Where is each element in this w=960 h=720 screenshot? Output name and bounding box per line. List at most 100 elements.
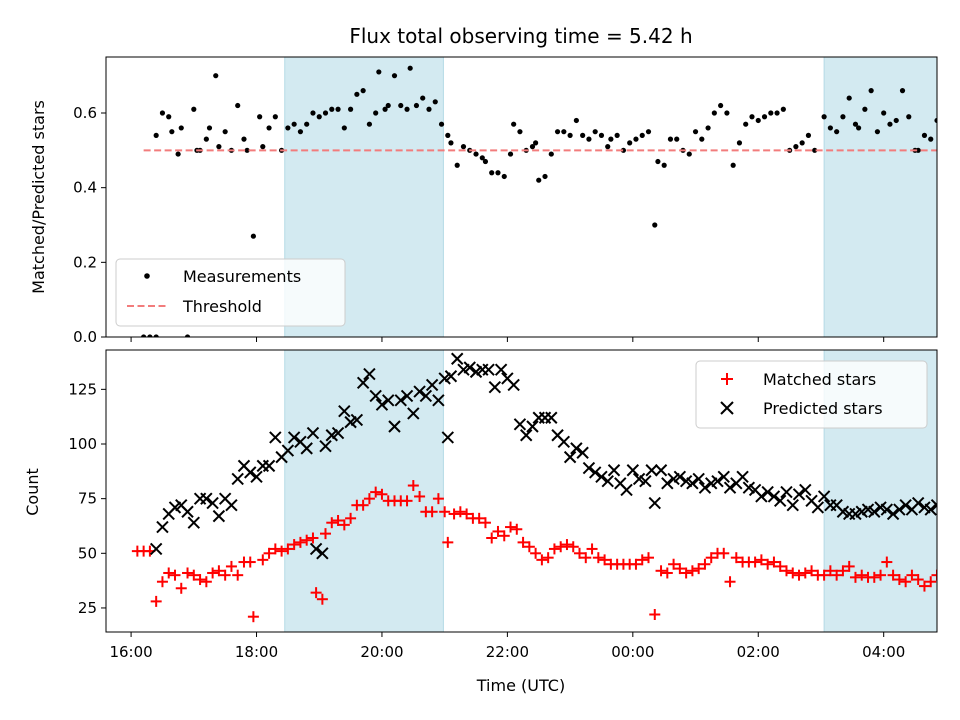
matched-stars-point-50 [439,506,451,518]
measurements-point-122 [846,95,852,101]
predicted-stars-point-42 [407,407,420,420]
predicted-stars-point-68 [563,450,577,464]
bottom-plot-marks [131,352,937,623]
measurements-point-81 [592,129,598,135]
bottom-observing-window-0 [284,350,444,632]
top-y-tick-label-3: 0.6 [73,104,97,122]
matched-stars-point-18 [244,556,256,568]
measurements-point-84 [608,136,614,142]
predicted-stars-point-0 [149,542,163,556]
matched-stars-point-62 [511,523,523,535]
measurements-point-71 [533,140,539,146]
matched-stars-point-14 [219,569,231,581]
matched-stars-point-52 [448,508,460,520]
matched-stars-point-15 [225,560,237,572]
measurements-point-137 [934,117,937,124]
measurements-point-119 [827,125,833,131]
matched-stars-point-37 [357,499,369,511]
bottom-panel: 25 50 75 100 125 16:00 18:00 20:00 22:00 00:00 02… [23,349,938,695]
predicted-stars-point-27 [316,547,329,560]
matched-stars-point-33 [332,515,344,527]
matched-stars-point-65 [530,547,542,559]
measurements-point-44 [382,106,388,112]
matched-stars-point-11 [200,576,212,588]
top-axes-frame [105,56,938,338]
predicted-stars-point-60 [513,418,527,431]
predicted-stars-point-57 [494,363,508,376]
measurements-point-100 [705,125,711,131]
x-tick-label-0: 16:00 [109,643,152,661]
predicted-stars-point-46 [432,394,445,407]
x-tick-label-3: 22:00 [486,643,529,661]
matched-stars-point-76 [599,554,611,566]
bottom-y-tick-label-0: 25 [78,599,97,617]
predicted-stars-point-52 [463,361,476,374]
predicted-stars-point-122 [899,499,912,512]
measurements-point-41 [366,121,373,127]
matched-stars-point-4 [156,576,168,588]
measurements-point-111 [774,110,780,116]
matched-stars-point-93 [705,552,717,564]
top-panel: 0.0 0.2 0.4 0.6 Matched/Predicted stars Mea… [29,56,938,346]
measurements-point-9 [184,334,191,337]
predicted-stars-point-31 [338,405,351,418]
measurements-point-65 [501,173,507,180]
matched-stars-point-53 [454,506,466,518]
matched-stars-point-97 [730,552,742,564]
measurements-point-67 [511,121,517,127]
matched-stars-point-105 [780,565,792,577]
measurements-point-93 [661,162,667,168]
matched-stars-point-117 [856,569,868,581]
matched-stars-point-83 [643,552,655,564]
predicted-stars-point-72 [588,466,602,479]
measurements-point-43 [376,69,382,75]
measurements-point-23 [257,114,263,120]
predicted-stars-point-49 [444,370,458,383]
measurements-point-128 [881,110,887,116]
matched-stars-point-32 [326,517,338,529]
measurements-point-88 [633,136,639,142]
measurements-point-78 [573,117,579,124]
measurements-point-31 [304,121,310,127]
matched-stars-point-26 [294,536,306,548]
matched-stars-point-91 [693,563,705,575]
matched-stars-point-127 [918,580,930,592]
predicted-stars-point-24 [300,442,313,455]
predicted-stars-point-45 [425,378,439,392]
matched-stars-point-72 [574,547,586,559]
matched-stars-point-82 [636,554,648,566]
top-plot-marks [141,65,937,337]
measurements-point-134 [915,147,921,153]
measurements-point-22 [250,233,256,239]
predicted-stars-point-35 [363,367,376,381]
predicted-stars-point-61 [519,429,533,442]
predicted-stars-point-119 [880,503,894,516]
measurements-point-127 [874,129,881,135]
measurements-point-50 [413,102,420,109]
measurements-point-105 [736,140,743,146]
matched-stars-point-21 [263,547,275,559]
predicted-stars-point-88 [686,477,699,490]
predicted-stars-point-26 [309,542,323,556]
measurements-point-54 [438,121,445,127]
matched-stars-point-20 [257,554,269,566]
measurements-point-57 [454,162,460,168]
measurements-point-4 [159,110,166,116]
predicted-stars-point-65 [545,411,558,424]
predicted-stars-point-5 [181,505,194,518]
matched-stars-point-31 [320,528,332,540]
measurements-point-121 [840,114,846,120]
measurements-point-46 [391,73,398,79]
matched-stars-point-100 [749,556,761,568]
measurements-point-64 [495,170,501,176]
measurements-point-33 [316,114,322,120]
matched-stars-point-114 [837,565,849,577]
matched-stars-point-9 [188,569,200,581]
predicted-stars-point-1 [156,520,169,534]
measurements-point-56 [448,140,454,146]
measurements-point-135 [921,132,928,138]
matched-stars-point-109 [806,565,818,577]
predicted-stars-point-126 [924,503,937,516]
matched-stars-point-10 [194,574,206,586]
